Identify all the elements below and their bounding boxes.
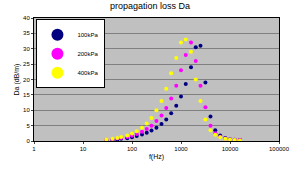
svg-text:100000: 100000	[269, 146, 290, 152]
svg-text:1000: 1000	[174, 146, 188, 152]
svg-text:10000: 10000	[222, 146, 239, 152]
svg-text:400kPa: 400kPa	[77, 70, 98, 76]
svg-text:10: 10	[80, 146, 87, 152]
svg-text:25: 25	[23, 61, 30, 67]
svg-text:35: 35	[23, 30, 30, 36]
svg-text:20: 20	[23, 77, 30, 83]
svg-text:0: 0	[26, 138, 30, 144]
svg-text:1: 1	[32, 146, 36, 152]
svg-text:f(Hz): f(Hz)	[149, 153, 164, 161]
svg-text:Da (dB/m): Da (dB/m)	[13, 64, 21, 96]
svg-text:200kPa: 200kPa	[77, 51, 98, 57]
svg-text:30: 30	[23, 46, 30, 52]
svg-text:10: 10	[23, 107, 30, 113]
svg-text:100kPa: 100kPa	[77, 32, 98, 38]
svg-text:100: 100	[127, 146, 138, 152]
svg-text:5: 5	[26, 123, 30, 129]
svg-text:propagation loss Da: propagation loss Da	[110, 1, 190, 11]
svg-text:40: 40	[23, 15, 30, 21]
svg-text:15: 15	[23, 92, 30, 98]
